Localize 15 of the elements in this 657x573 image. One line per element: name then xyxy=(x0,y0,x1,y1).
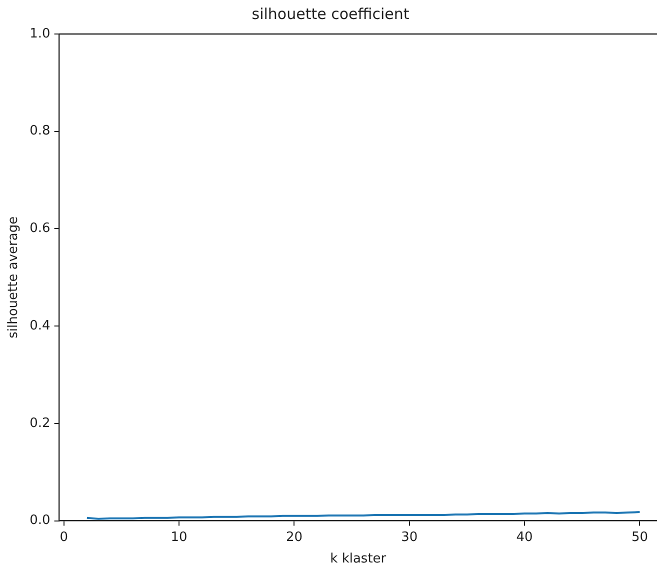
x-tick-label: 50 xyxy=(631,530,648,545)
y-tick-label: 0.8 xyxy=(30,124,50,139)
y-tick-label: 0.0 xyxy=(30,513,50,528)
y-axis-title: silhouette average xyxy=(6,216,22,338)
x-tick-label: 0 xyxy=(60,530,68,545)
y-tick-label: 0.6 xyxy=(30,221,50,236)
y-tick-label: 1.0 xyxy=(30,26,50,42)
x-tick-label: 10 xyxy=(170,530,188,545)
x-axis-title: k klaster xyxy=(330,552,387,567)
x-tick-label: 20 xyxy=(286,530,302,545)
chart-title: silhouette coefficient xyxy=(252,4,410,23)
x-tick-label: 40 xyxy=(516,530,533,545)
y-tick-label: 0.4 xyxy=(30,318,50,334)
y-tick-label: 0.2 xyxy=(30,416,50,431)
x-tick-label: 30 xyxy=(401,530,418,545)
